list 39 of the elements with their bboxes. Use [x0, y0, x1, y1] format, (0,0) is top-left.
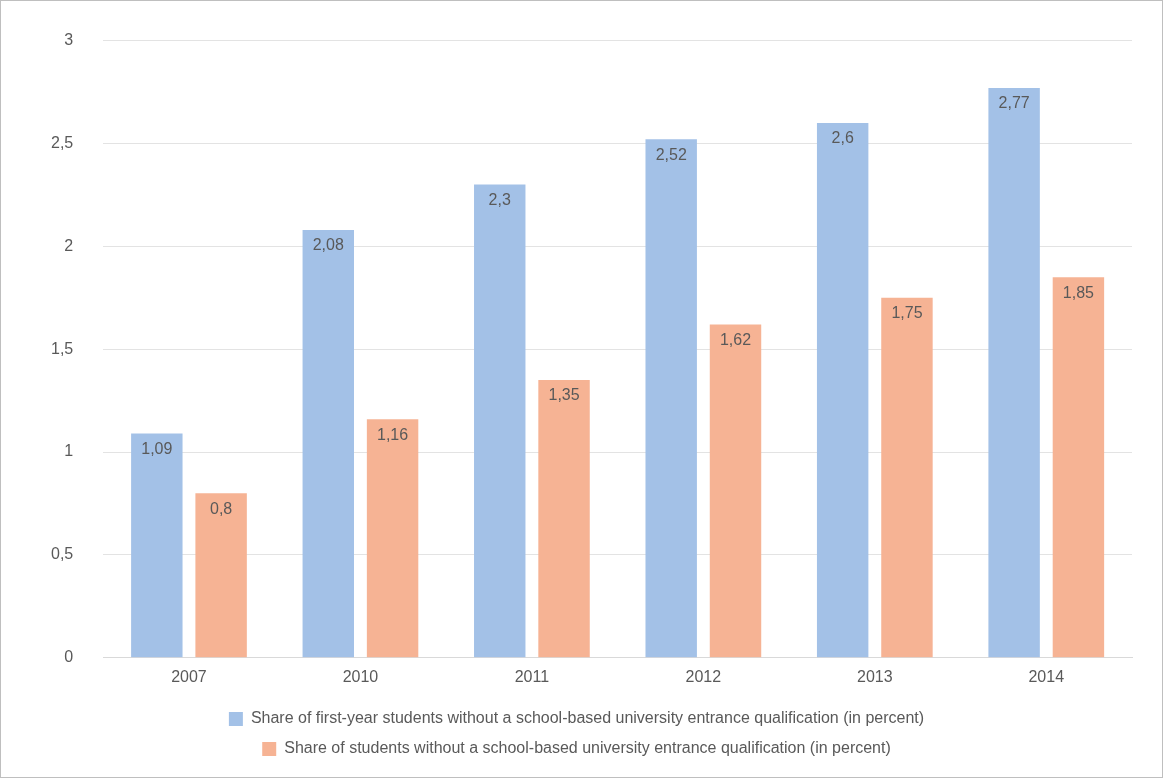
bar [988, 87, 1040, 658]
x-tick-label: 2011 [514, 667, 550, 685]
data-label: 1,35 [548, 386, 580, 404]
bar [195, 493, 247, 658]
x-tick-label: 2012 [685, 667, 722, 685]
bar [645, 139, 697, 658]
y-tick-label: 3 [64, 31, 74, 49]
data-label: 1,85 [1062, 283, 1095, 301]
data-label: 0,8 [210, 499, 233, 517]
bar [881, 297, 933, 658]
y-tick-label: 1 [64, 442, 74, 460]
y-tick-label: 0 [64, 648, 74, 666]
bar [474, 184, 526, 658]
data-label: 1,75 [891, 304, 923, 322]
y-tick-label: 0,5 [50, 545, 74, 563]
y-tick-label: 1,5 [50, 339, 74, 357]
x-tick-label: 2007 [171, 667, 207, 685]
bar [538, 380, 590, 658]
bar [816, 122, 869, 658]
legend-label: Share of students without a school-based university entrance qualification (in percent) [284, 739, 891, 757]
data-label: 1,16 [377, 425, 409, 443]
data-label: 2,77 [998, 94, 1030, 112]
data-label: 2,08 [312, 236, 344, 254]
bar [709, 324, 762, 658]
y-tick-label: 2,5 [50, 133, 74, 151]
legend-label: Share of first-year students without a school-based university entrance qualification (in percent) [250, 709, 925, 727]
x-tick-label: 2014 [1028, 667, 1065, 685]
y-tick-label: 2 [64, 236, 74, 254]
bar [1052, 277, 1105, 658]
bar [366, 419, 419, 658]
bar [131, 433, 183, 658]
data-label: 1,62 [719, 330, 752, 348]
x-tick-label: 2013 [857, 667, 893, 685]
x-tick-label: 2010 [342, 667, 379, 685]
data-label: 2,3 [488, 191, 511, 209]
data-label: 1,09 [141, 439, 173, 457]
bar [302, 229, 354, 658]
data-label: 2,52 [655, 145, 687, 163]
data-label: 2,6 [831, 129, 854, 147]
